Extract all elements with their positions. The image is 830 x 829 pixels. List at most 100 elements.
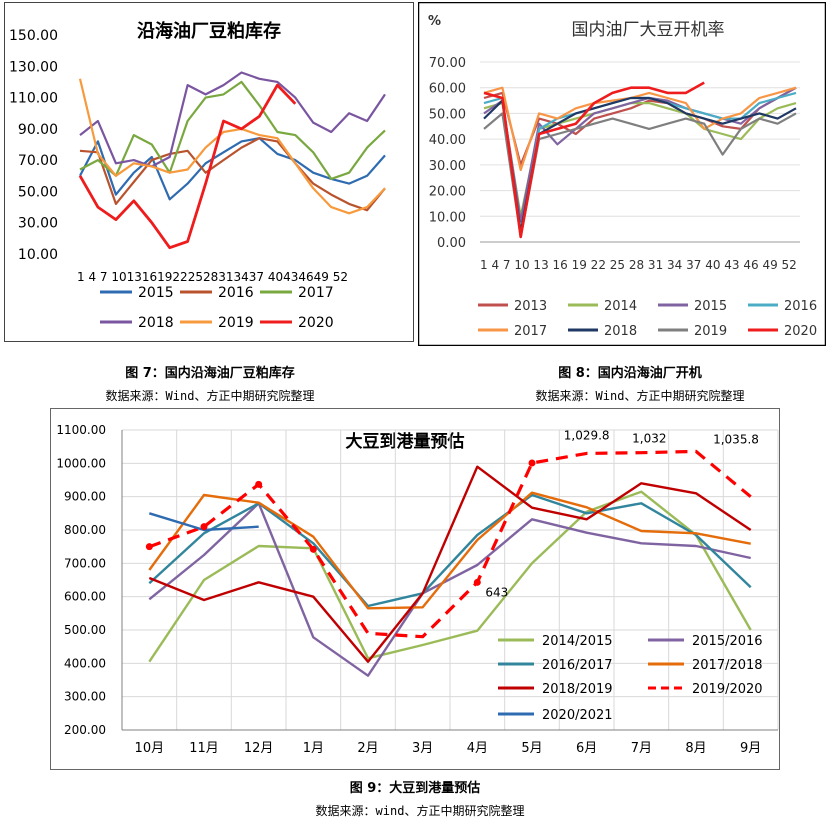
fig8-ytick-label: 10.00 [429, 210, 466, 225]
fig8-ytick-label: 50.00 [429, 107, 466, 122]
fig7-ytick-label: 130.00 [9, 59, 58, 75]
fig7-ytick-label: 30.00 [18, 216, 58, 232]
fig7-legend-label: 2017 [298, 285, 334, 301]
fig9-ytick-label: 900.00 [64, 490, 106, 504]
fig9-legend-label: 2018/2019 [542, 682, 613, 697]
fig9-ytick-label: 800.00 [64, 523, 106, 537]
fig8-ytick-label: 70.00 [429, 56, 466, 71]
fig8-ytick-label: 60.00 [429, 82, 466, 97]
fig9-border [50, 408, 780, 770]
fig8-legend-label: 2013 [514, 299, 547, 314]
fig7-legend-label: 2018 [138, 315, 174, 331]
fig9-xtick-label: 4月 [467, 741, 488, 756]
fig7-series-line [78, 83, 297, 250]
fig9-annotation: 643 [485, 585, 508, 599]
fig9-forecast-marker [145, 543, 153, 551]
fig7-legend-label: 2020 [298, 315, 334, 331]
fig9-series-line [148, 449, 752, 639]
fig8-chart: 国内油厂大豆开机率 % 1 4 7 10 13 16 19 22 25 28 3… [418, 2, 826, 346]
fig8-series-line [483, 86, 797, 172]
fig9-source: 数据来源：wind、方正中期研究院整理 [315, 804, 525, 818]
fig9-title: 大豆到港量预估 [346, 431, 465, 452]
fig7-series-line [79, 71, 386, 168]
fig9-annotation: 1,032 [632, 432, 666, 446]
fig9-ytick-label: 1000.00 [56, 456, 106, 470]
fig8-legend-label: 2014 [604, 299, 637, 314]
fig9-ytick-label: 600.00 [64, 590, 106, 604]
fig7-ytick-label: 90.00 [18, 122, 58, 138]
fig8-ylabel: % [428, 14, 441, 29]
fig9-chart: 大豆到港量预估 1100.00 1000.00 900.00 800.00 700.00… [50, 408, 780, 770]
fig8-ytick-label: 20.00 [429, 185, 466, 200]
fig7-series-line [79, 137, 386, 212]
fig7-series-line [79, 80, 386, 180]
fig9-ytick-label: 700.00 [64, 556, 106, 570]
fig8-legend-label: 2019 [694, 324, 727, 339]
fig7-ytick-label: 70.00 [18, 153, 58, 169]
fig9-ytick-label: 400.00 [64, 656, 106, 670]
fig8-legend-label: 2018 [604, 324, 637, 339]
fig9-xtick-label: 7月 [631, 741, 652, 756]
fig8-legend-label: 2016 [784, 299, 817, 314]
fig8-legend-label: 2015 [694, 299, 727, 314]
fig9-legend-label: 2014/2015 [542, 634, 613, 649]
fig7-ytick-label: 150.00 [9, 28, 58, 44]
fig9-forecast-marker [255, 480, 263, 488]
fig7-series-line [78, 78, 386, 215]
fig8-xtick-labels: 1 4 7 10 13 16 19 22 25 28 31 34 37 40 4… [480, 258, 797, 272]
fig7-chart: 沿海油厂豆粕库存 1 4 7 10131619222528313437 4043… [4, 2, 414, 342]
fig9-legend-label: 2020/2021 [542, 708, 613, 723]
fig9-forecast-marker [309, 545, 317, 553]
fig7-legend-label: 2019 [218, 315, 254, 331]
fig8-panel: 国内油厂大豆开机率 % 1 4 7 10 13 16 19 22 25 28 3… [418, 2, 826, 346]
fig9-ytick-label: 300.00 [64, 690, 106, 704]
fig9-legend-label: 2017/2018 [692, 658, 763, 673]
fig8-ytick-label: 0.00 [437, 236, 466, 251]
fig9-xtick-label: 2月 [357, 741, 378, 756]
fig9-series-line [148, 502, 751, 677]
fig7-series-line [79, 137, 386, 201]
fig8-series-line [483, 81, 705, 239]
fig9-xtick-label: 12月 [244, 741, 274, 756]
fig7-source: 数据来源：Wind、方正中期研究院整理 [105, 389, 315, 403]
fig9-series-line [148, 490, 752, 663]
fig9-series-line [148, 493, 752, 608]
fig7-ytick-label: 50.00 [18, 184, 58, 200]
fig8-ytick-label: 30.00 [429, 159, 466, 174]
fig9-xtick-label: 3月 [412, 741, 433, 756]
fig9-legend-label: 2015/2016 [692, 634, 763, 649]
fig9-xtick-label: 6月 [576, 741, 597, 756]
fig9-series-line [148, 465, 752, 663]
fig8-caption: 图 8：国内沿海油厂开机 [558, 366, 702, 381]
fig7-xtick-labels: 1 4 7 10131619222528313437 40434649 52 [77, 270, 348, 284]
fig9-xtick-label: 11月 [189, 741, 219, 756]
fig8-title: 国内油厂大豆开机率 [572, 20, 725, 40]
fig8-series-line [483, 86, 797, 223]
fig9-legend-label: 2019/2020 [692, 682, 763, 697]
fig9-panel: 大豆到港量预估 1100.00 1000.00 900.00 800.00 700.00… [50, 408, 780, 770]
fig7-legend-label: 2015 [138, 285, 174, 301]
fig9-xtick-label: 8月 [685, 741, 706, 756]
fig9-forecast-marker [528, 459, 536, 467]
fig9-forecast-marker [473, 578, 481, 586]
fig9-series-line [148, 491, 751, 610]
fig9-annotation: 1,035.8 [713, 432, 759, 446]
fig8-legend-label: 2017 [514, 324, 547, 339]
fig9-forecast-marker [200, 523, 208, 531]
fig8-legend-label: 2020 [784, 324, 817, 339]
fig9-ytick-label: 500.00 [64, 623, 106, 637]
fig9-xtick-label: 9月 [740, 741, 761, 756]
fig7-legend-label: 2016 [218, 285, 254, 301]
fig9-legend-label: 2016/2017 [542, 658, 613, 673]
fig7-ytick-label: 110.00 [9, 91, 58, 107]
fig8-border [418, 2, 826, 346]
fig9-xtick-label: 10月 [135, 741, 165, 756]
fig9-xtick-label: 5月 [521, 741, 542, 756]
fig9-caption: 图 9：大豆到港量预估 [349, 781, 481, 796]
fig7-panel: 沿海油厂豆粕库存 1 4 7 10131619222528313437 4043… [4, 2, 414, 342]
fig9-xtick-label: 1月 [303, 741, 324, 756]
fig8-source: 数据来源：Wind、方正中期研究院整理 [535, 389, 745, 403]
fig7-title: 沿海油厂豆粕库存 [137, 20, 281, 42]
fig7-caption: 图 7：国内沿海油厂豆粕库存 [125, 366, 295, 381]
fig9-ytick-label: 200.00 [64, 723, 106, 737]
